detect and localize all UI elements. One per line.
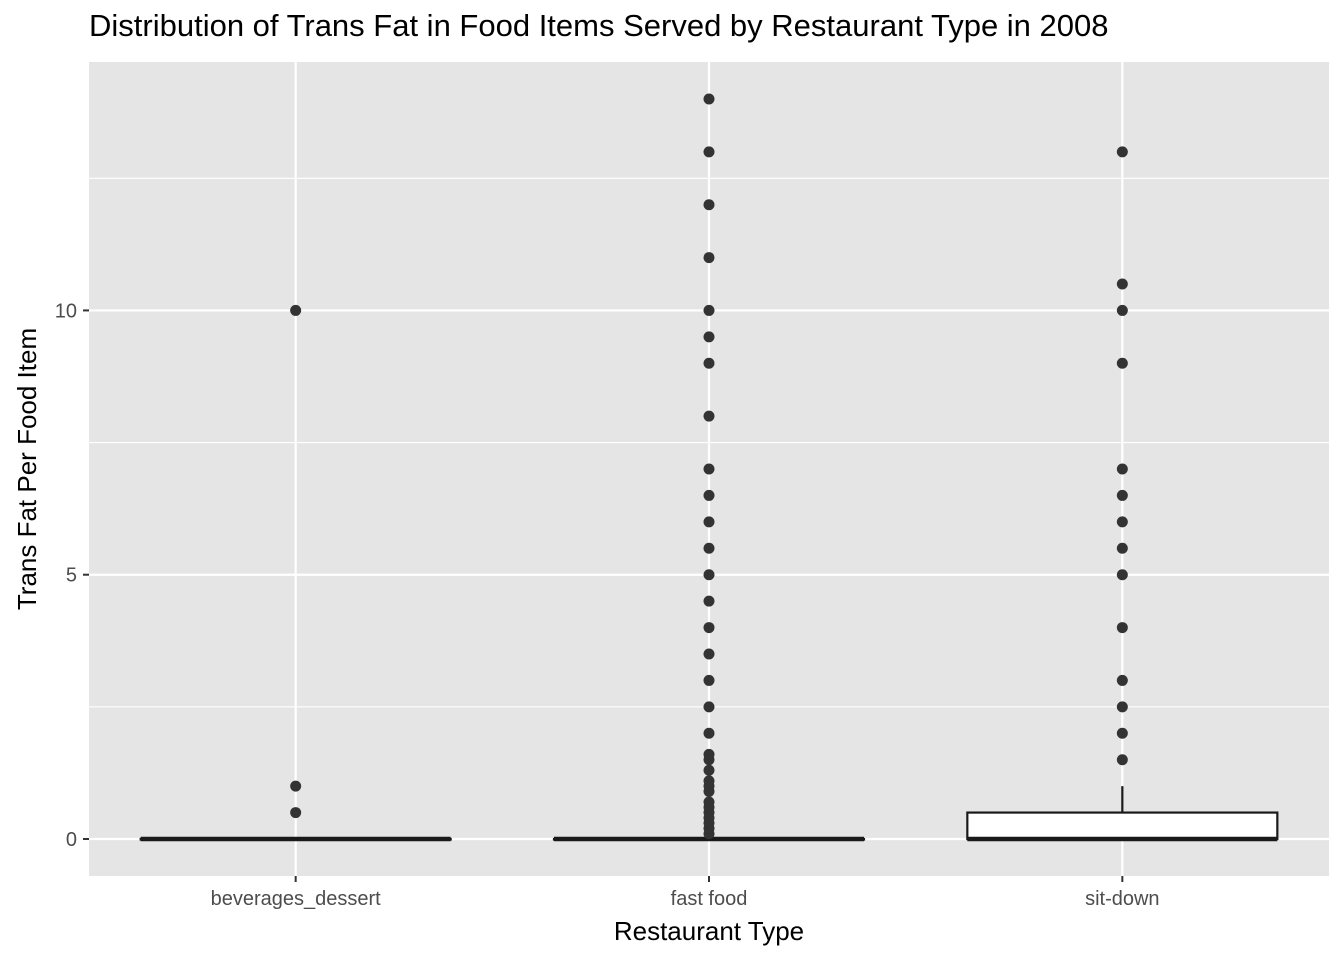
outlier-point [290,780,302,792]
outlier-point [290,304,302,316]
x-axis: beverages_dessert fast food sit-down [211,876,1160,910]
x-tick-label: sit-down [1085,888,1159,910]
outlier-point [290,807,302,819]
box-sit-down [966,786,1279,842]
box-layer [139,786,1279,842]
outlier-layer [290,93,1128,840]
x-tick-label: fast food [671,888,748,910]
outlier-point [703,516,715,528]
outlier-point [703,489,715,501]
outlier-point [703,146,715,158]
outlier-point [703,764,715,776]
box-beverages-dessert [139,836,452,842]
outlier-point [1116,278,1128,290]
outlier-point [703,701,715,713]
outliers-sit-down [1116,146,1128,766]
y-axis: 0 5 10 [55,300,89,851]
outlier-point [703,542,715,554]
outlier-point [1116,569,1128,581]
outlier-point [703,569,715,581]
outlier-point [703,595,715,607]
outlier-point [1116,701,1128,713]
outliers-fast-food [703,93,715,840]
outlier-point [703,304,715,316]
y-tick-label: 5 [66,565,77,587]
outlier-point [703,93,715,105]
outlier-point [1116,516,1128,528]
outlier-point [1116,146,1128,158]
outlier-point [703,622,715,634]
outlier-point [1116,727,1128,739]
x-tick-label: beverages_dessert [211,888,382,910]
outlier-point [1116,304,1128,316]
outlier-point [703,748,715,760]
y-tick-label: 0 [66,829,77,851]
outlier-point [703,727,715,739]
outliers-beverages-dessert [290,304,302,819]
outlier-point [703,357,715,369]
outlier-point [703,331,715,343]
chart-title: Distribution of Trans Fat in Food Items … [89,8,1109,43]
outlier-point [703,410,715,422]
outlier-point [703,199,715,211]
outlier-point [703,674,715,686]
box-body [966,811,1279,841]
outlier-point [1116,674,1128,686]
y-axis-title: Trans Fat Per Food Item [12,328,42,610]
outlier-point [703,796,715,808]
outlier-point [1116,489,1128,501]
outlier-point [703,463,715,475]
x-axis-title: Restaurant Type [614,916,804,946]
outlier-point [703,775,715,787]
outlier-point [1116,542,1128,554]
outlier-point [703,648,715,660]
y-tick-label: 10 [55,300,77,322]
outlier-point [1116,622,1128,634]
outlier-point [1116,463,1128,475]
outlier-point [1116,357,1128,369]
outlier-point [703,252,715,264]
outlier-point [1116,754,1128,766]
